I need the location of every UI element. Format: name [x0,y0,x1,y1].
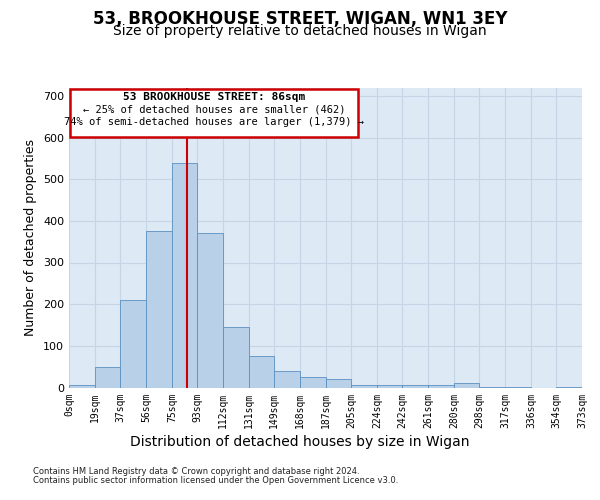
Bar [95,366,120,388]
Bar [172,162,197,388]
Text: ← 25% of detached houses are smaller (462): ← 25% of detached houses are smaller (46… [83,104,346,115]
Text: Size of property relative to detached houses in Wigan: Size of property relative to detached ho… [113,24,487,38]
Bar [556,386,582,388]
Text: Contains HM Land Registry data © Crown copyright and database right 2024.: Contains HM Land Registry data © Crown c… [33,467,359,476]
Bar [249,356,274,388]
Bar [428,386,454,388]
FancyBboxPatch shape [70,89,358,137]
Bar [300,377,326,388]
Bar [223,327,249,388]
Bar [454,384,479,388]
Bar [351,386,377,388]
Bar [505,386,531,388]
Bar [377,386,402,388]
Text: 53 BROOKHOUSE STREET: 86sqm: 53 BROOKHOUSE STREET: 86sqm [123,92,305,102]
Bar [146,231,172,388]
Bar [120,300,146,388]
Bar [326,379,351,388]
Text: 53, BROOKHOUSE STREET, WIGAN, WN1 3EY: 53, BROOKHOUSE STREET, WIGAN, WN1 3EY [93,10,507,28]
Bar [402,386,428,388]
Bar [197,234,223,388]
Y-axis label: Number of detached properties: Number of detached properties [25,139,37,336]
Bar [274,371,300,388]
Text: 74% of semi-detached houses are larger (1,379) →: 74% of semi-detached houses are larger (… [64,117,364,127]
Text: Distribution of detached houses by size in Wigan: Distribution of detached houses by size … [130,435,470,449]
Text: Contains public sector information licensed under the Open Government Licence v3: Contains public sector information licen… [33,476,398,485]
Bar [69,386,95,388]
Bar [479,386,505,388]
